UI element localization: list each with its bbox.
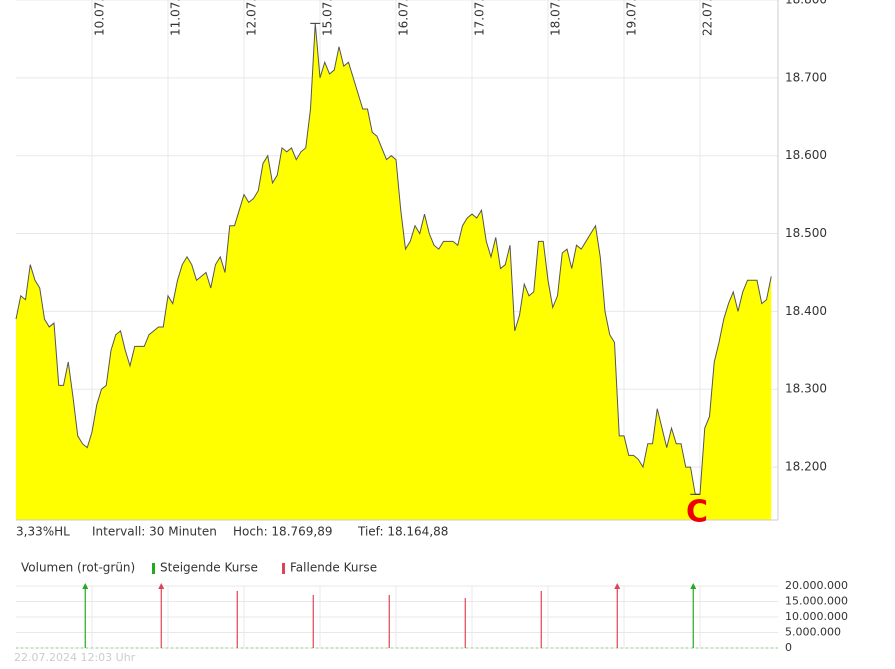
x-tick-label: 10.07.	[93, 0, 107, 36]
x-tick-label: 11.07.	[169, 0, 183, 36]
y-tick-label: 18.200	[785, 460, 827, 474]
x-tick-label: 18.07.	[549, 0, 563, 36]
x-tick-label: 12.07.	[245, 0, 259, 36]
y-tick-label: 0	[785, 641, 792, 654]
info-text: Hoch: 18.769,89	[233, 525, 333, 539]
x-tick-label: 17.07.	[473, 0, 487, 36]
legend-swatch	[152, 563, 155, 574]
x-tick-label: 19.07.	[625, 0, 639, 36]
annotation: C	[686, 495, 708, 530]
overflow-arrow	[614, 583, 621, 589]
y-tick-label: 18.300	[785, 382, 827, 396]
timestamp: 22.07.2024 12:03 Uhr	[14, 651, 136, 664]
overflow-arrow	[82, 583, 89, 589]
y-tick-label: 18.700	[785, 70, 827, 84]
overflow-arrow	[158, 583, 165, 589]
overflow-arrow	[690, 583, 697, 589]
info-text: Intervall: 30 Minuten	[92, 525, 217, 539]
x-tick-label: 16.07.	[397, 0, 411, 36]
y-tick-label: 15.000.000	[785, 595, 848, 608]
x-tick-label: 22.07.	[701, 0, 715, 36]
y-tick-label: 20.000.000	[785, 579, 848, 592]
price-line	[15, 23, 772, 495]
info-text: 3,33%HL	[16, 525, 70, 539]
y-tick-label: 18.600	[785, 148, 827, 162]
x-tick-label: 15.07.	[321, 0, 335, 36]
legend-swatch	[282, 563, 285, 574]
legend-label: Fallende Kurse	[290, 561, 377, 575]
legend-label: Steigende Kurse	[160, 561, 258, 575]
info-text: Tief: 18.164,88	[357, 525, 448, 539]
volume-title: Volumen (rot-grün)	[21, 561, 135, 575]
y-tick-label: 18.800	[785, 0, 827, 7]
y-tick-label: 18.400	[785, 304, 827, 318]
y-tick-label: 10.000.000	[785, 610, 848, 623]
y-tick-label: 18.500	[785, 226, 827, 240]
price-area	[16, 23, 772, 520]
y-tick-label: 5.000.000	[785, 626, 841, 639]
